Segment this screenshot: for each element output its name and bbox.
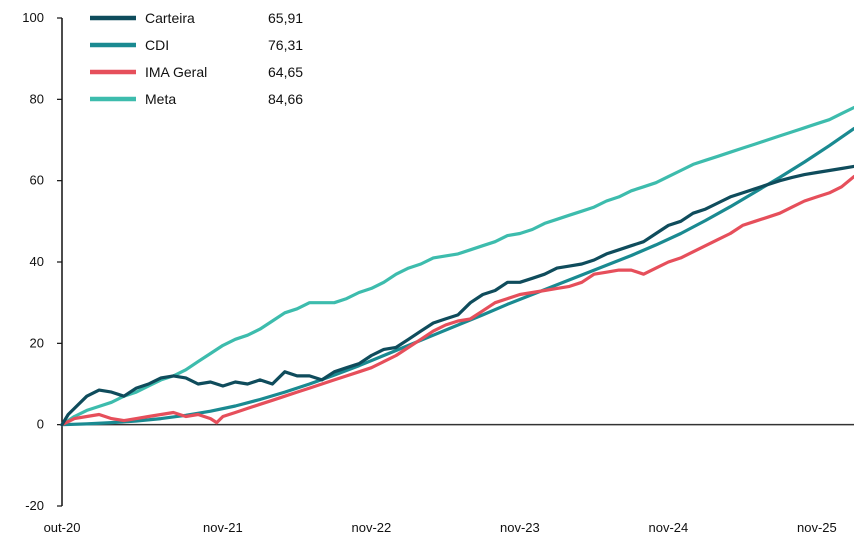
series-lines xyxy=(60,105,854,427)
y-tick-label: 80 xyxy=(30,91,44,106)
series-line-carteira xyxy=(60,164,854,427)
legend-label: Meta xyxy=(145,91,176,107)
y-tick-label: -20 xyxy=(25,498,44,513)
x-axis: out-20 nov-21 nov-22 nov-23 nov-24 nov-25 xyxy=(44,520,837,535)
x-tick-label: nov-23 xyxy=(500,520,540,535)
x-tick-label: out-20 xyxy=(44,520,81,535)
y-tick-label: 40 xyxy=(30,254,44,269)
x-tick-label: nov-24 xyxy=(649,520,689,535)
series-line-cdi xyxy=(60,127,854,427)
legend-label: CDI xyxy=(145,37,169,53)
x-tick-label: nov-21 xyxy=(203,520,243,535)
y-tick-label: 20 xyxy=(30,335,44,350)
series-line-meta xyxy=(60,105,854,427)
legend-value: 65,91 xyxy=(268,10,303,26)
legend-label: Carteira xyxy=(145,10,195,26)
y-axis: -20 0 20 40 60 80 100 xyxy=(22,10,854,513)
legend-value: 76,31 xyxy=(268,37,303,53)
x-tick-label: nov-22 xyxy=(352,520,392,535)
y-tick-label: 100 xyxy=(22,10,44,25)
y-tick-label: 0 xyxy=(37,417,44,432)
series-line-ima-geral xyxy=(60,175,854,427)
legend: Carteira 65,91 CDI 76,31 IMA Geral 64,65 Meta 8… xyxy=(90,10,303,107)
legend-value: 84,66 xyxy=(268,91,303,107)
x-tick-label: nov-25 xyxy=(797,520,837,535)
legend-value: 64,65 xyxy=(268,64,303,80)
y-tick-label: 60 xyxy=(30,173,44,188)
legend-label: IMA Geral xyxy=(145,64,207,80)
